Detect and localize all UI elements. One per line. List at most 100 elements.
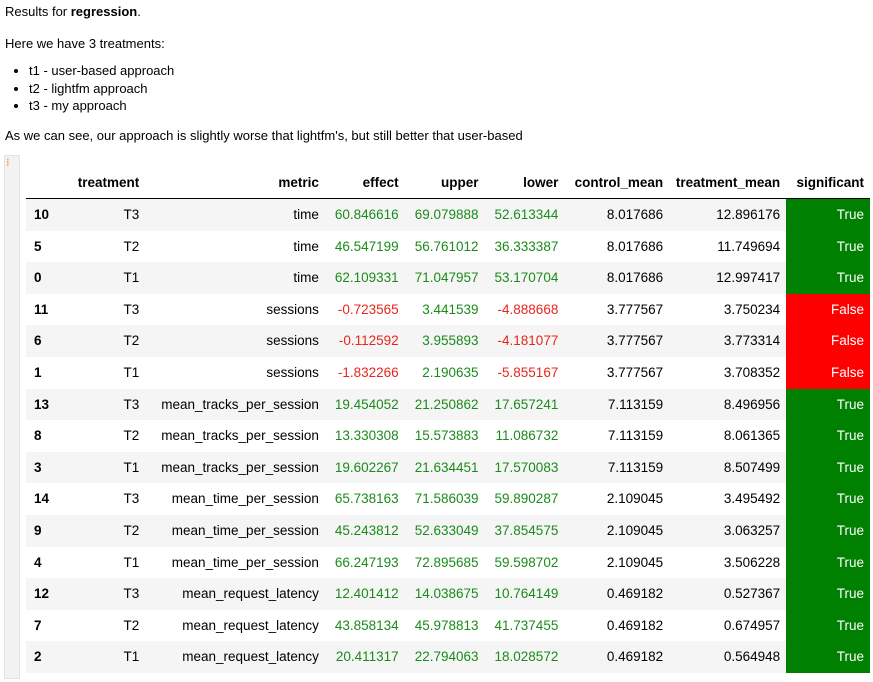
cell-control-mean: 8.017686	[606, 270, 664, 286]
cell-significant: True	[786, 578, 870, 610]
cell-upper: 22.794063	[414, 649, 479, 665]
column-header-metric: metric	[145, 168, 325, 199]
output-gutter[interactable]: ⁝	[4, 155, 20, 679]
cell-upper: 71.586039	[414, 491, 479, 507]
cell-treatment: T2	[123, 238, 140, 254]
cell-lower: 37.854575	[494, 522, 559, 538]
cell-significant: True	[786, 388, 870, 421]
cell-lower: -5.855167	[497, 364, 559, 380]
column-header-index	[26, 168, 58, 199]
cell-control-mean: 3.777567	[606, 301, 664, 317]
row-index: 1	[34, 364, 42, 380]
table-row: 9 T2 mean_time_per_session 45.243812 52.6330…	[26, 514, 870, 547]
table-header-row: treatment metric effect upper lower cont…	[26, 168, 870, 199]
cell-effect: 66.247193	[334, 554, 399, 570]
cell-metric: time	[293, 238, 319, 254]
row-index: 8	[34, 428, 42, 444]
cell-significant: False	[786, 325, 870, 357]
cell-control-mean: 0.469182	[606, 617, 664, 633]
treatments-intro: Here we have 3 treatments:	[5, 36, 165, 51]
cell-metric: mean_tracks_per_session	[161, 459, 319, 475]
cell-control-mean: 3.777567	[606, 333, 664, 349]
row-index: 3	[34, 459, 42, 475]
cell-control-mean: 7.113159	[607, 396, 664, 412]
cell-upper: 71.047957	[414, 270, 479, 286]
cell-treatment: T2	[123, 522, 140, 538]
cell-upper: 45.978813	[414, 617, 479, 633]
cell-effect: -0.723565	[337, 301, 399, 317]
cell-significant: True	[786, 483, 870, 515]
cell-treatment-mean: 8.061365	[723, 428, 781, 444]
cell-treatment-mean: 0.564948	[723, 649, 781, 665]
cell-significant: True	[786, 609, 870, 642]
cell-upper: 72.895685	[414, 554, 479, 570]
cell-lower: -4.888668	[497, 301, 559, 317]
results-suffix: .	[137, 4, 141, 19]
column-header-upper: upper	[404, 168, 485, 199]
column-header-treatment: treatment	[57, 168, 146, 199]
cell-lower: 36.333387	[494, 238, 559, 254]
cell-upper: 14.038675	[414, 586, 479, 602]
cell-significant: True	[786, 230, 870, 263]
cell-upper: 52.633049	[414, 522, 479, 538]
cell-metric: mean_time_per_session	[171, 491, 319, 507]
output-cell: ⁝ treatment metric effect upper lower co…	[4, 155, 870, 679]
row-index: 11	[34, 301, 49, 317]
cell-effect: -0.112592	[338, 333, 399, 349]
column-header-effect: effect	[324, 168, 405, 199]
cell-lower: -4.181077	[497, 333, 559, 349]
column-header-significant: significant	[786, 168, 870, 199]
cell-significant: False	[786, 356, 870, 389]
cell-treatment-mean: 3.750234	[723, 301, 781, 317]
cell-control-mean: 8.017686	[606, 238, 664, 254]
cell-treatment-mean: 3.773314	[723, 333, 781, 349]
cell-effect: 43.858134	[334, 617, 399, 633]
cell-treatment: T3	[123, 207, 140, 222]
cell-control-mean: 2.109045	[606, 522, 664, 538]
cell-lower: 17.570083	[494, 459, 559, 475]
cell-treatment: T1	[123, 649, 140, 665]
row-index: 14	[34, 491, 50, 507]
cell-treatment-mean: 3.708352	[723, 364, 781, 380]
cell-metric: time	[293, 270, 319, 286]
cell-effect: 46.547199	[334, 238, 399, 254]
cell-metric: mean_request_latency	[182, 617, 319, 633]
cell-effect: 20.411317	[335, 649, 399, 665]
cell-treatment-mean: 12.997417	[716, 270, 781, 286]
cell-significant: False	[786, 293, 870, 326]
cell-metric: mean_tracks_per_session	[161, 428, 319, 444]
column-header-treatment-mean: treatment_mean	[669, 168, 787, 199]
cell-lower: 52.613344	[494, 207, 559, 222]
cell-control-mean: 2.109045	[606, 554, 664, 570]
table-row: 7 T2 mean_request_latency 43.858134 45.97881…	[26, 609, 870, 642]
cell-treatment-mean: 0.527367	[723, 586, 781, 602]
cell-upper: 21.250862	[414, 396, 479, 412]
cell-treatment: T3	[123, 491, 140, 507]
cell-significant: True	[786, 641, 870, 673]
row-index: 12	[34, 586, 50, 602]
cell-lower: 41.737455	[494, 617, 559, 633]
results-dataframe: treatment metric effect upper lower cont…	[26, 168, 870, 673]
cell-effect: 19.454052	[334, 396, 399, 412]
cell-lower: 53.170704	[494, 270, 559, 286]
output-collapse-icon[interactable]: ⁝	[6, 157, 10, 169]
cell-effect: 13.330308	[334, 428, 399, 444]
cell-metric: mean_time_per_session	[171, 554, 319, 570]
cell-control-mean: 3.777567	[606, 364, 664, 380]
cell-upper: 2.190635	[422, 364, 479, 380]
cell-treatment-mean: 3.506228	[723, 554, 781, 570]
table-row: 0 T1 time 62.109331 71.047957 53.170704 8.0176…	[26, 262, 870, 294]
row-index: 2	[34, 649, 42, 665]
output-area: treatment metric effect upper lower cont…	[24, 155, 870, 679]
table-row: 12 T3 mean_request_latency 12.401412 14.0386…	[26, 578, 870, 610]
results-prefix: Results for	[5, 4, 71, 19]
cell-control-mean: 0.469182	[606, 586, 664, 602]
cell-metric: mean_request_latency	[182, 649, 319, 665]
cell-treatment: T3	[123, 301, 140, 317]
table-row: 8 T2 mean_tracks_per_session 13.330308 15.57…	[26, 420, 870, 452]
cell-control-mean: 7.113159	[607, 459, 664, 475]
cell-metric: mean_time_per_session	[171, 522, 319, 538]
table-row: 5 T2 time 46.547199 56.761012 36.333387 8.0176…	[26, 230, 870, 263]
cell-effect: 45.243812	[334, 522, 399, 538]
cell-lower: 59.890287	[494, 491, 559, 507]
